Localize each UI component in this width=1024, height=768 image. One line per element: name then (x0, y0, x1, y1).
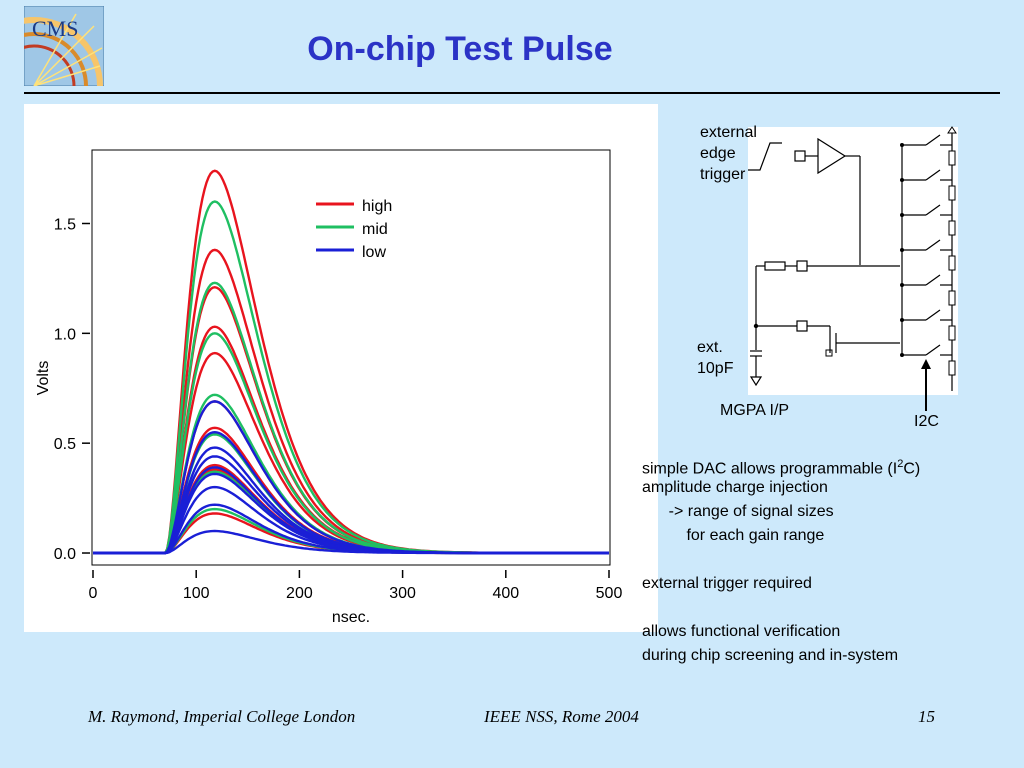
x-tick-label-0: 0 (89, 585, 98, 602)
y-tick-label-0.0: 0.0 (54, 546, 76, 563)
x-axis-label: nsec. (332, 609, 370, 626)
x-tick-label-500: 500 (596, 585, 623, 602)
plot-panel: 0 100 200 300 400 500 0.0 0.5 1.0 1.5 high mid lo… (24, 104, 658, 632)
footer-author: M. Raymond, Imperial College London (88, 707, 356, 726)
page-title: On-chip Test Pulse (307, 30, 613, 68)
note-line-7: during chip screening and in-system (642, 647, 899, 664)
footer-page-number: 15 (918, 707, 935, 726)
edge-trigger-symbol (748, 142, 782, 171)
x-tick-label-300: 300 (389, 585, 416, 602)
legend-label-high: high (362, 198, 392, 215)
notes-text: simple DAC allows programmable (I2C) amp… (642, 452, 920, 668)
pulse-curve-high-3 (93, 285, 609, 555)
x-tick-label-400: 400 (492, 585, 519, 602)
y-axis-label: Volts (35, 361, 52, 396)
legend-label-low: low (362, 244, 386, 261)
cap-label: ext. 10pF (697, 339, 734, 377)
trigger-label: external edge trigger (700, 124, 757, 183)
y-tick-label-1.5: 1.5 (54, 216, 76, 233)
y-tick-label-1.0: 1.0 (54, 326, 76, 343)
pulse-curve-high-2 (93, 248, 609, 555)
note-line-1: simple DAC allows programmable (I2C) (642, 458, 921, 478)
x-tick-label-100: 100 (183, 585, 210, 602)
i2c-label: I2C (914, 413, 939, 430)
pulse-chart: 0 100 200 300 400 500 0.0 0.5 1.0 1.5 high mid lo… (35, 149, 623, 626)
note-line-6: allows functional verification (642, 623, 841, 640)
pulse-curve-mid-2 (93, 281, 609, 555)
switch-ladder (900, 126, 957, 391)
logo-text: CMS (32, 16, 78, 41)
note-line-2: amplitude charge injection (642, 479, 828, 496)
pulse-curve-mid-1 (93, 200, 609, 555)
buffer-icon (817, 137, 847, 175)
note-line-4: for each gain range (642, 527, 825, 544)
y-tick-label-0.5: 0.5 (54, 436, 76, 453)
x-tick-label-200: 200 (286, 585, 313, 602)
plot-frame (91, 149, 611, 566)
title-divider (24, 92, 1000, 94)
note-line-3: -> range of signal sizes (642, 503, 834, 520)
note-line-5: external trigger required (642, 575, 812, 592)
pulse-curve-low-9 (93, 529, 609, 555)
footer-conference: IEEE NSS, Rome 2004 (484, 707, 639, 726)
legend-label-mid: mid (362, 221, 388, 238)
mgpa-input-label: MGPA I/P (720, 402, 790, 419)
chart-legend: high mid low (316, 198, 392, 261)
